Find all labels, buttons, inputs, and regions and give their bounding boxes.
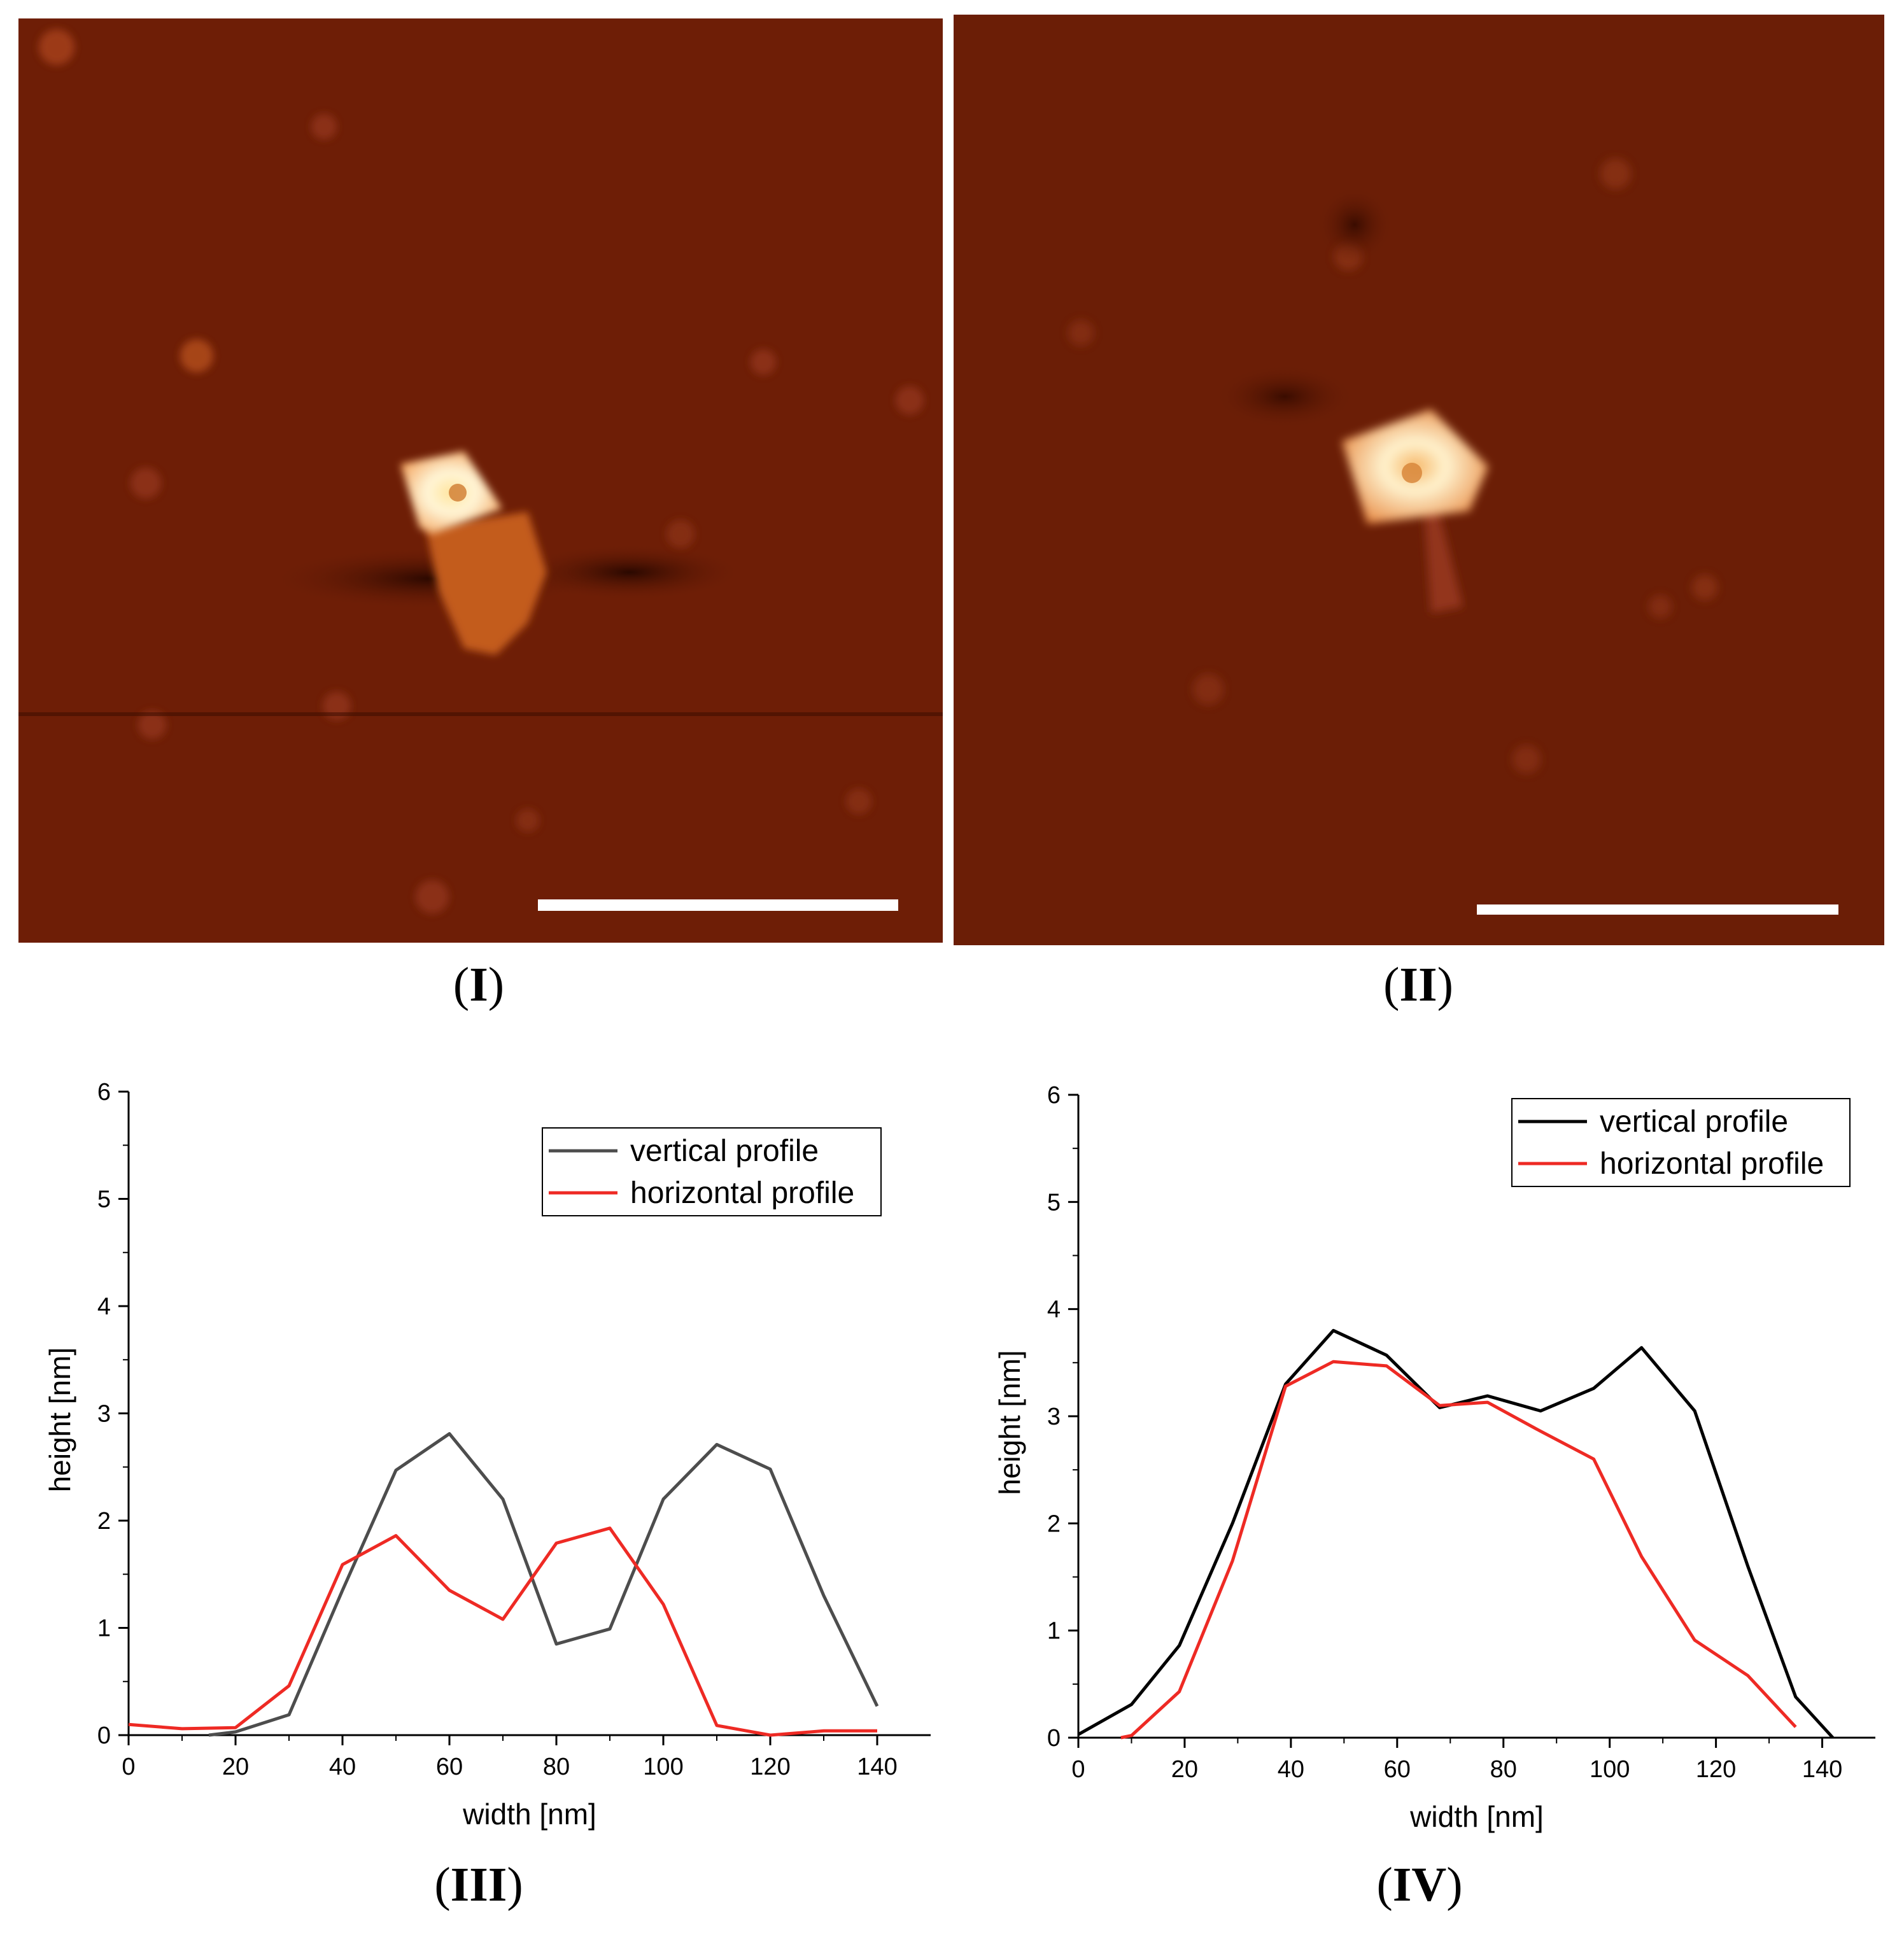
y-tick-label: 4 (97, 1293, 111, 1320)
scale-bar-I (538, 899, 898, 911)
x-tick-label: 20 (222, 1754, 249, 1780)
y-axis-label: height [nm] (43, 1347, 76, 1493)
legend-box (542, 1127, 882, 1216)
series-line-vertical (1077, 1328, 1835, 1739)
afm-image-I (18, 18, 943, 943)
series-line-horizontal (1120, 1360, 1797, 1740)
x-axis-label: width [nm] (462, 1798, 596, 1831)
chart-IV: 0 20 40 60 80 100 120 140 0 1 2 3 4 5 6 width [nm] heigh… (993, 1082, 1875, 1833)
legend-entry: horizontal profile (630, 1176, 854, 1210)
y-tick-label: 6 (1047, 1082, 1061, 1109)
legend-entry: vertical profile (630, 1134, 819, 1168)
y-axis-label: height [nm] (993, 1350, 1026, 1495)
x-tick-label: 60 (436, 1754, 463, 1780)
scale-bar-II (1477, 904, 1838, 915)
x-tick-label: 140 (857, 1754, 897, 1780)
x-tick-label: 80 (543, 1754, 570, 1780)
x-tick-label: 40 (329, 1754, 356, 1780)
x-tick-label: 100 (643, 1754, 683, 1780)
legend-entry: horizontal profile (1600, 1147, 1824, 1181)
series-line-horizontal (128, 1526, 877, 1737)
y-tick-label: 4 (1047, 1297, 1061, 1323)
y-tick-label: 1 (1047, 1618, 1061, 1645)
x-tick-label: 120 (750, 1754, 790, 1780)
series-line-vertical (208, 1432, 879, 1737)
panel-label-IV: (IV) (1376, 1858, 1463, 1911)
x-tick-label: 80 (1490, 1756, 1517, 1783)
panel-label-I: (I) (453, 958, 505, 1011)
y-tick-label: 3 (1047, 1404, 1061, 1430)
y-tick-label: 5 (97, 1186, 111, 1213)
x-tick-label: 40 (1278, 1756, 1304, 1783)
y-tick-label: 6 (97, 1079, 111, 1106)
x-tick-label: 140 (1802, 1756, 1842, 1783)
y-tick-label: 2 (1047, 1510, 1061, 1537)
chart-III: 0 20 40 60 80 100 120 140 0 1 2 3 4 5 6 width [nm] heigh… (43, 1079, 931, 1831)
y-tick-label: 3 (97, 1401, 111, 1428)
legend-box (1511, 1098, 1851, 1187)
panel-label-III: (III) (434, 1858, 523, 1911)
y-tick-label: 2 (97, 1508, 111, 1535)
x-tick-label: 20 (1171, 1756, 1198, 1783)
x-tick-label: 0 (122, 1754, 135, 1780)
y-tick-label: 1 (97, 1615, 111, 1642)
y-tick-label: 0 (97, 1722, 111, 1749)
y-tick-label: 0 (1047, 1725, 1061, 1752)
panel-label-II: (II) (1383, 958, 1453, 1011)
legend-entry: vertical profile (1600, 1105, 1788, 1139)
y-tick-label: 5 (1047, 1189, 1061, 1216)
afm-image-II (954, 15, 1884, 945)
x-tick-label: 120 (1696, 1756, 1736, 1783)
x-tick-label: 0 (1071, 1756, 1085, 1783)
x-tick-label: 60 (1384, 1756, 1411, 1783)
x-tick-label: 100 (1590, 1756, 1630, 1783)
x-axis-label: width [nm] (1409, 1800, 1544, 1833)
